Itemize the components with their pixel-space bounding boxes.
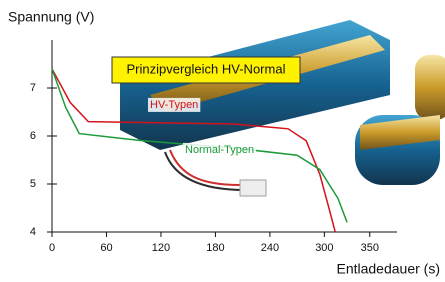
x-tick-label: 240 xyxy=(261,242,279,254)
x-tick-label: 120 xyxy=(152,242,170,254)
x-tick-label: 180 xyxy=(206,242,224,254)
annotation: Prinzipvergleich HV-Normal xyxy=(127,61,286,76)
y-tick-label: 6 xyxy=(30,130,36,142)
y-tick-label: 7 xyxy=(30,82,36,94)
x-tick-label: 350 xyxy=(361,242,379,254)
y-tick-label: 5 xyxy=(30,178,36,190)
chart-title: Spannung (V) xyxy=(8,9,94,25)
y-tick-label: 4 xyxy=(30,226,36,238)
x-tick-label: 300 xyxy=(315,242,333,254)
x-tick-label: 60 xyxy=(100,242,112,254)
legend-label: HV-Typen xyxy=(150,99,198,111)
chart: Prinzipvergleich HV-Normal Spannung (V) … xyxy=(0,0,445,282)
legend-label: Normal-Typen xyxy=(185,144,254,156)
x-axis-label: Entladedauer (s) xyxy=(336,261,440,277)
x-tick-label: 0 xyxy=(49,242,55,254)
